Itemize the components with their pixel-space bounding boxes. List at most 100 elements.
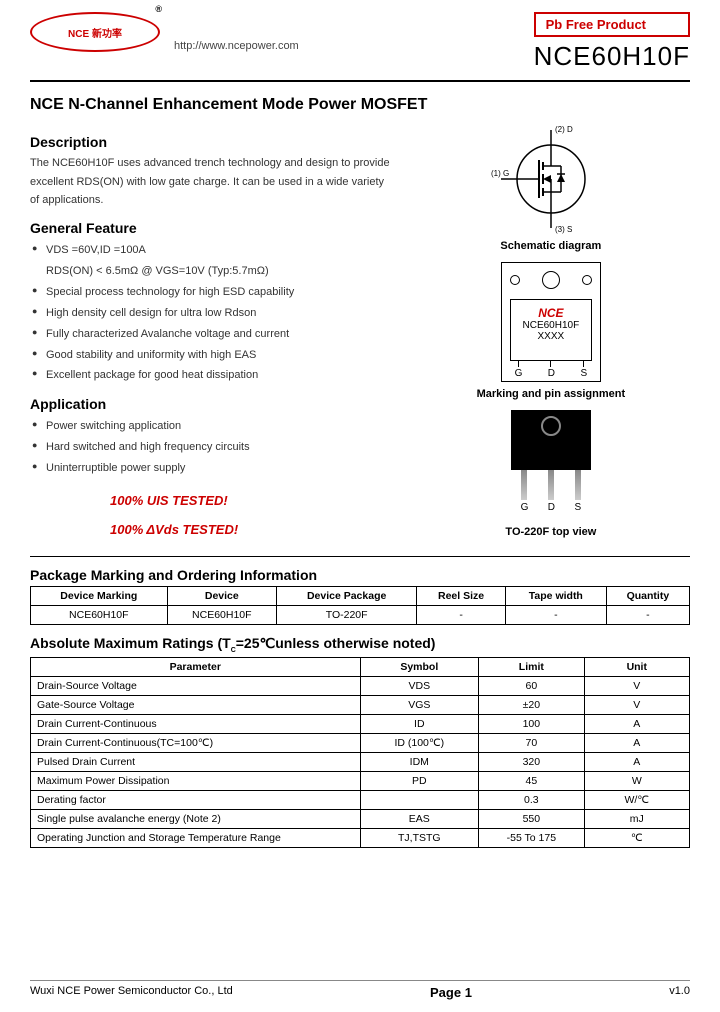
- pin-s-label: (3) S: [555, 225, 572, 234]
- table-row: Single pulse avalanche energy (Note 2)EA…: [31, 809, 690, 828]
- feature-item: Excellent package for good heat dissipat…: [32, 365, 392, 386]
- table-cell: V: [584, 695, 689, 714]
- table-cell: W/℃: [584, 790, 689, 809]
- table-cell: 100: [479, 714, 584, 733]
- table-cell: V: [584, 676, 689, 695]
- table-header: Tape width: [505, 587, 606, 606]
- page-header: NCE 新功率 http://www.ncepower.com Pb Free …: [30, 12, 690, 78]
- company-url: http://www.ncepower.com: [174, 40, 299, 52]
- package-drawing: NCE NCE60H10F XXXX G D S: [501, 262, 601, 382]
- general-feature-list: VDS =60V,ID =100A RDS(ON) < 6.5mΩ @ VGS=…: [32, 240, 392, 386]
- main-two-column: Description The NCE60H10F uses advanced …: [30, 124, 690, 548]
- table-cell: ℃: [584, 828, 689, 847]
- left-column: Description The NCE60H10F uses advanced …: [30, 124, 392, 548]
- table-cell: -: [606, 606, 689, 625]
- to220f-caption: TO-220F top view: [412, 526, 690, 538]
- table-cell: Gate-Source Voltage: [31, 695, 361, 714]
- table-row: NCE60H10F NCE60H10F TO-220F - - -: [31, 606, 690, 625]
- package-brand: NCE: [511, 306, 591, 320]
- table-cell: Drain Current-Continuous: [31, 714, 361, 733]
- hole-right-icon: [582, 275, 592, 285]
- hole-left-icon: [510, 275, 520, 285]
- page-footer: Wuxi NCE Power Semiconductor Co., Ltd Pa…: [30, 980, 690, 1000]
- table-header: Reel Size: [417, 587, 506, 606]
- logo-text: NCE 新功率: [68, 25, 122, 40]
- table-cell: NCE60H10F: [31, 606, 168, 625]
- table-cell: ID: [360, 714, 479, 733]
- table-header-row: Device Marking Device Device Package Ree…: [31, 587, 690, 606]
- table-cell: Drain-Source Voltage: [31, 676, 361, 695]
- marking-caption: Marking and pin assignment: [412, 388, 690, 400]
- spec-line: VDS =60V,ID =100A RDS(ON) < 6.5mΩ @ VGS=…: [32, 240, 392, 282]
- footer-version: v1.0: [669, 985, 690, 1000]
- table-header-row: Parameter Symbol Limit Unit: [31, 657, 690, 676]
- ordering-table: Device Marking Device Device Package Ree…: [30, 586, 690, 625]
- table-cell: -: [417, 606, 506, 625]
- table-cell: 320: [479, 752, 584, 771]
- table-cell: Operating Junction and Storage Temperatu…: [31, 828, 361, 847]
- table-cell: W: [584, 771, 689, 790]
- table-row: Pulsed Drain CurrentIDM320A: [31, 752, 690, 771]
- table-cell: 70: [479, 733, 584, 752]
- feature-item: Fully characterized Avalanche voltage an…: [32, 324, 392, 345]
- table-header: Device Marking: [31, 587, 168, 606]
- table-header: Parameter: [31, 657, 361, 676]
- table-row: Drain Current-Continuous(TC=100℃)ID (100…: [31, 733, 690, 752]
- table-cell: Derating factor: [31, 790, 361, 809]
- table-cell: TO-220F: [277, 606, 417, 625]
- application-item: Uninterruptible power supply: [32, 458, 392, 479]
- table-row: Derating factor 0.3W/℃: [31, 790, 690, 809]
- spec-line-2: RDS(ON) < 6.5mΩ @ VGS=10V (Typ:5.7mΩ): [46, 265, 269, 277]
- document-title: NCE N-Channel Enhancement Mode Power MOS…: [30, 96, 690, 114]
- table-row: Drain-Source VoltageVDS60V: [31, 676, 690, 695]
- section-rule: [30, 556, 690, 557]
- pin-label: S: [580, 368, 587, 379]
- table-cell: [360, 790, 479, 809]
- to220f-body-icon: [511, 410, 591, 470]
- description-text: The NCE60H10F uses advanced trench techn…: [30, 154, 392, 210]
- table-cell: A: [584, 752, 689, 771]
- table-cell: Drain Current-Continuous(TC=100℃): [31, 733, 361, 752]
- package-pin-labels: G D S: [502, 368, 600, 379]
- feature-item: High density cell design for ultra low R…: [32, 303, 392, 324]
- table-cell: ±20: [479, 695, 584, 714]
- right-column: (2) D (1) G (3) S Schematic diagram NCE …: [412, 124, 690, 548]
- table-header: Quantity: [606, 587, 689, 606]
- table-cell: Maximum Power Dissipation: [31, 771, 361, 790]
- table-cell: -: [505, 606, 606, 625]
- header-right: Pb Free Product NCE60H10F: [534, 12, 690, 72]
- table-cell: 550: [479, 809, 584, 828]
- table-cell: -55 To 175: [479, 828, 584, 847]
- table-cell: PD: [360, 771, 479, 790]
- table-cell: A: [584, 733, 689, 752]
- dvds-tested: 100% ΔVds TESTED!: [110, 522, 392, 537]
- absmax-table: Parameter Symbol Limit Unit Drain-Source…: [30, 657, 690, 848]
- application-list: Power switching application Hard switche…: [32, 416, 392, 479]
- part-number: NCE60H10F: [534, 41, 690, 72]
- package-datecode: XXXX: [511, 331, 591, 342]
- to220f-legs: [511, 470, 591, 500]
- footer-page: Page 1: [430, 985, 472, 1000]
- to220f-pin-labels: G D S: [511, 502, 591, 513]
- table-cell: VDS: [360, 676, 479, 695]
- table-cell: mJ: [584, 809, 689, 828]
- table-cell: NCE60H10F: [167, 606, 276, 625]
- pin-label: D: [548, 368, 555, 379]
- logo-block: NCE 新功率 http://www.ncepower.com: [30, 12, 299, 52]
- description-heading: Description: [30, 134, 392, 150]
- pin-g-label: (1) G: [491, 169, 509, 178]
- pin-label: S: [574, 502, 581, 513]
- table-header: Unit: [584, 657, 689, 676]
- table-cell: Single pulse avalanche energy (Note 2): [31, 809, 361, 828]
- table-cell: EAS: [360, 809, 479, 828]
- table-cell: 0.3: [479, 790, 584, 809]
- pin-d-label: (2) D: [555, 125, 573, 134]
- table-row: Gate-Source VoltageVGS±20V: [31, 695, 690, 714]
- general-feature-heading: General Feature: [30, 220, 392, 236]
- table-cell: 60: [479, 676, 584, 695]
- table-cell: IDM: [360, 752, 479, 771]
- footer-company: Wuxi NCE Power Semiconductor Co., Ltd: [30, 985, 233, 1000]
- table-row: Drain Current-ContinuousID100A: [31, 714, 690, 733]
- absmax-heading: Absolute Maximum Ratings (TC=25℃unless o…: [30, 635, 690, 654]
- table-cell: TJ,TSTG: [360, 828, 479, 847]
